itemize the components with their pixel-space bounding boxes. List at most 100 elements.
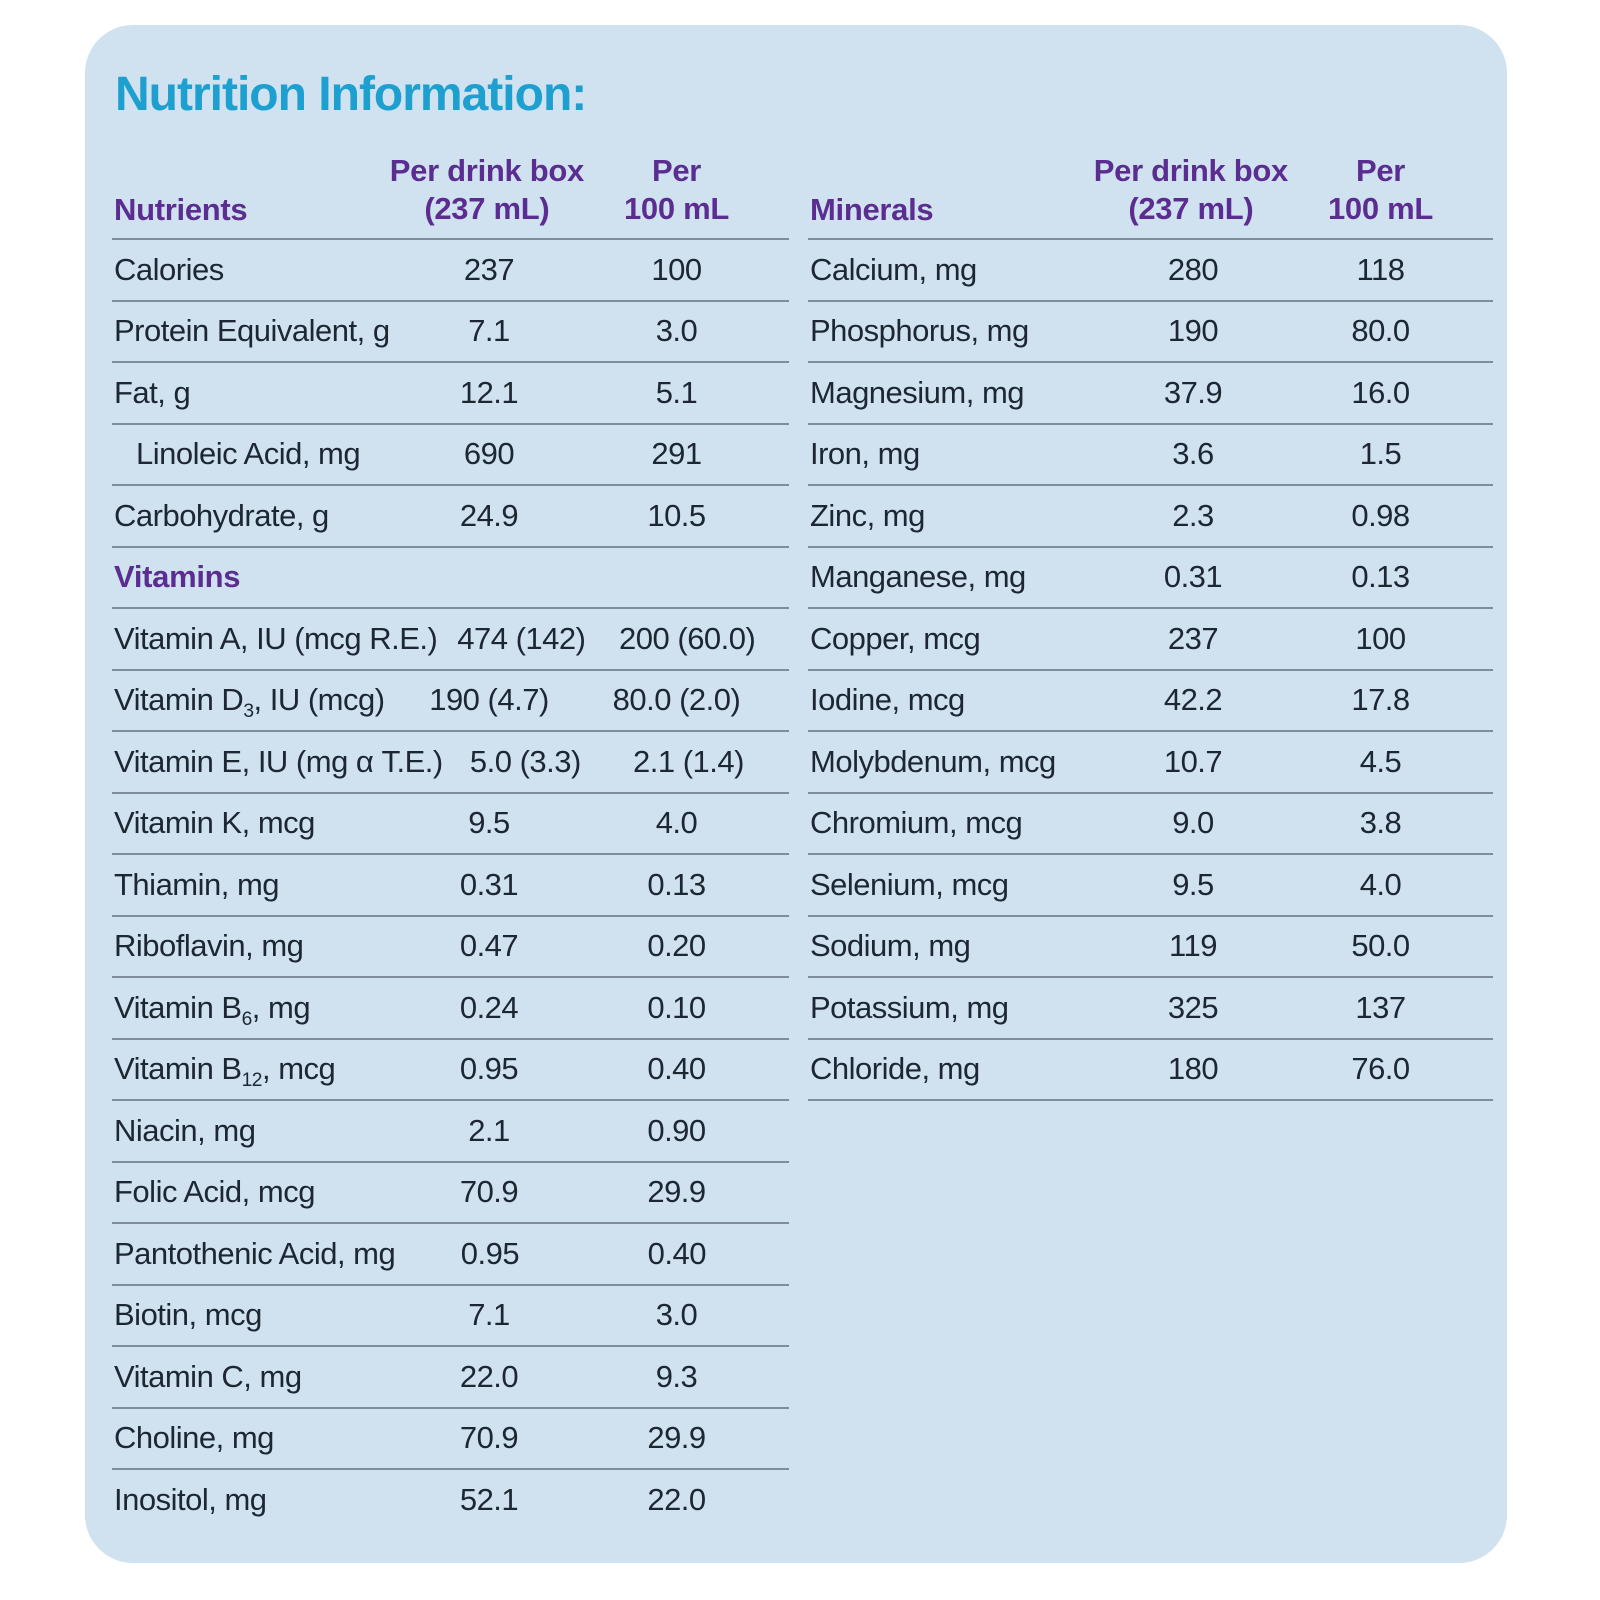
table-row: Phosphorus, mg 190 80.0 bbox=[808, 302, 1493, 363]
value-per-100ml: 0.98 bbox=[1351, 497, 1410, 533]
table-row: Zinc, mg 2.3 0.98 bbox=[808, 486, 1493, 548]
value-per-drink-box: 0.95 bbox=[459, 1051, 519, 1087]
value-per-drink-box: 42.2 bbox=[1163, 682, 1223, 718]
value-per-100ml: 80.0 bbox=[1351, 313, 1410, 349]
table-row: Vitamin C, mg 22.0 9.3 bbox=[112, 1347, 789, 1409]
value-per-100ml: 0.40 bbox=[647, 1051, 706, 1087]
table-row: Choline, mg 70.9 29.9 bbox=[112, 1409, 789, 1470]
table-row: Vitamin D3, IU (mcg) 190 (4.7) 80.0 (2.0) bbox=[112, 671, 789, 732]
value-per-100ml: 22.0 bbox=[647, 1481, 706, 1517]
table-row: Calories 237 100 bbox=[112, 240, 789, 302]
table-row: Vitamin B12, mcg 0.95 0.40 bbox=[112, 1040, 789, 1101]
row-label: Vitamin B12, mcg bbox=[114, 1051, 336, 1092]
table-row: Biotin, mcg 7.1 3.0 bbox=[112, 1286, 789, 1347]
column-header-per-100ml: Per 100 mL bbox=[1327, 153, 1434, 226]
table-row: Pantothenic Acid, mg 0.95 0.40 bbox=[112, 1224, 789, 1286]
column-header-minerals: Minerals bbox=[810, 192, 934, 227]
value-per-drink-box: 237 bbox=[463, 251, 515, 287]
value-per-drink-box: 7.1 bbox=[468, 1297, 510, 1333]
value-per-100ml: 16.0 bbox=[1351, 374, 1410, 410]
table-row: Chloride, mg 180 76.0 bbox=[808, 1040, 1493, 1101]
value-per-drink-box: 0.95 bbox=[460, 1235, 520, 1271]
table-row: Vitamin B6, mg 0.24 0.10 bbox=[112, 978, 789, 1040]
row-label: Chromium, mcg bbox=[810, 805, 1023, 841]
table-row: Riboflavin, mg 0.47 0.20 bbox=[112, 917, 789, 978]
value-per-drink-box: 690 bbox=[463, 436, 515, 472]
value-per-drink-box: 7.1 bbox=[468, 313, 510, 349]
table-row: Copper, mcg 237 100 bbox=[808, 609, 1493, 671]
value-per-100ml: 80.0 (2.0) bbox=[612, 682, 741, 718]
value-per-drink-box: 237 bbox=[1167, 620, 1219, 656]
row-label: Linoleic Acid, mg bbox=[136, 436, 361, 472]
value-per-drink-box: 180 bbox=[1167, 1051, 1219, 1087]
value-per-100ml: 100 bbox=[1355, 620, 1406, 656]
row-label: Iodine, mcg bbox=[810, 682, 965, 718]
table-row: Linoleic Acid, mg 690 291 bbox=[112, 425, 789, 486]
minerals-table-header: Minerals Per drink box (237 mL) Per 100 mL bbox=[808, 152, 1493, 240]
value-per-drink-box: 0.31 bbox=[1163, 559, 1223, 595]
row-label: Phosphorus, mg bbox=[810, 313, 1029, 349]
row-label: Pantothenic Acid, mg bbox=[114, 1235, 396, 1271]
value-per-drink-box: 325 bbox=[1167, 989, 1219, 1025]
column-header-per-drink-box: Per drink box (237 mL) bbox=[389, 153, 585, 226]
nutrition-card: Nutrition Information: Nutrients Per dri… bbox=[85, 25, 1507, 1563]
row-label: Folic Acid, mcg bbox=[114, 1174, 315, 1210]
table-body: Calcium, mg 280 118 Phosphorus, mg 190 80.0 Ma… bbox=[808, 240, 1493, 1101]
table-row: Carbohydrate, g 24.9 10.5 bbox=[112, 486, 789, 548]
row-label: Iron, mg bbox=[810, 436, 920, 472]
value-per-drink-box: 474 (142) bbox=[457, 620, 586, 656]
value-per-100ml: 118 bbox=[1356, 251, 1405, 287]
value-per-100ml: 4.0 bbox=[655, 805, 698, 841]
value-per-drink-box: 2.3 bbox=[1172, 497, 1214, 533]
value-per-drink-box: 0.31 bbox=[459, 866, 519, 902]
value-per-drink-box: 70.9 bbox=[459, 1174, 519, 1210]
row-label: Choline, mg bbox=[114, 1420, 274, 1456]
value-per-100ml: 137 bbox=[1355, 989, 1406, 1025]
value-per-100ml: 291 bbox=[651, 436, 702, 472]
column-header-per-100ml: Per 100 mL bbox=[623, 153, 730, 226]
value-per-100ml: 100 bbox=[651, 251, 702, 287]
table-body: Calories 237 100 Protein Equivalent, g 7.1 3.… bbox=[112, 240, 789, 1530]
table-row: Magnesium, mg 37.9 16.0 bbox=[808, 363, 1493, 425]
nutrients-table: Nutrients Per drink box (237 mL) Per 100 m… bbox=[112, 152, 789, 1530]
table-row: Vitamin K, mcg 9.5 4.0 bbox=[112, 794, 789, 855]
value-per-drink-box: 24.9 bbox=[459, 497, 519, 533]
value-per-drink-box: 2.1 bbox=[468, 1112, 510, 1148]
value-per-100ml: 3.0 bbox=[655, 313, 698, 349]
nutrients-table-header: Nutrients Per drink box (237 mL) Per 100 m… bbox=[112, 152, 789, 240]
row-label: Copper, mcg bbox=[810, 620, 981, 656]
column-header-per-drink-box: Per drink box (237 mL) bbox=[1093, 153, 1289, 226]
table-row: Fat, g 12.1 5.1 bbox=[112, 363, 789, 425]
row-label: Biotin, mcg bbox=[114, 1297, 262, 1333]
value-per-drink-box: 190 (4.7) bbox=[429, 682, 549, 718]
value-per-drink-box: 0.47 bbox=[459, 928, 519, 964]
value-per-drink-box: 9.0 bbox=[1172, 805, 1214, 841]
row-label: Riboflavin, mg bbox=[114, 928, 304, 964]
table-row: Sodium, mg 119 50.0 bbox=[808, 917, 1493, 978]
table-row: Selenium, mcg 9.5 4.0 bbox=[808, 855, 1493, 917]
row-label: Vitamin D3, IU (mcg) bbox=[114, 682, 385, 723]
value-per-drink-box: 9.5 bbox=[1172, 866, 1214, 902]
row-label: Protein Equivalent, g bbox=[114, 313, 390, 349]
value-per-100ml: 29.9 bbox=[647, 1174, 706, 1210]
table-row: Thiamin, mg 0.31 0.13 bbox=[112, 855, 789, 917]
table-row: Inositol, mg 52.1 22.0 bbox=[112, 1470, 789, 1530]
minerals-table: Minerals Per drink box (237 mL) Per 100 mL… bbox=[808, 152, 1493, 1101]
row-label: Thiamin, mg bbox=[114, 866, 280, 902]
row-label: Calories bbox=[114, 251, 224, 287]
value-per-100ml: 0.13 bbox=[1351, 559, 1410, 595]
row-label: Sodium, mg bbox=[810, 928, 971, 964]
value-per-100ml: 1.5 bbox=[1359, 436, 1402, 472]
row-label: Magnesium, mg bbox=[810, 374, 1025, 410]
table-row: Iodine, mcg 42.2 17.8 bbox=[808, 671, 1493, 732]
row-label: Vitamin E, IU (mg α T.E.) bbox=[114, 743, 443, 779]
value-per-100ml: 0.20 bbox=[647, 928, 706, 964]
value-per-100ml: 2.1 (1.4) bbox=[633, 743, 744, 779]
value-per-100ml: 76.0 bbox=[1351, 1051, 1410, 1087]
table-row: Protein Equivalent, g 7.1 3.0 bbox=[112, 302, 789, 363]
value-per-100ml: 4.0 bbox=[1359, 866, 1402, 902]
table-row: Molybdenum, mcg 10.7 4.5 bbox=[808, 732, 1493, 794]
value-per-drink-box: 37.9 bbox=[1163, 374, 1223, 410]
value-per-100ml: 3.8 bbox=[1359, 805, 1402, 841]
row-label: Fat, g bbox=[114, 374, 191, 410]
